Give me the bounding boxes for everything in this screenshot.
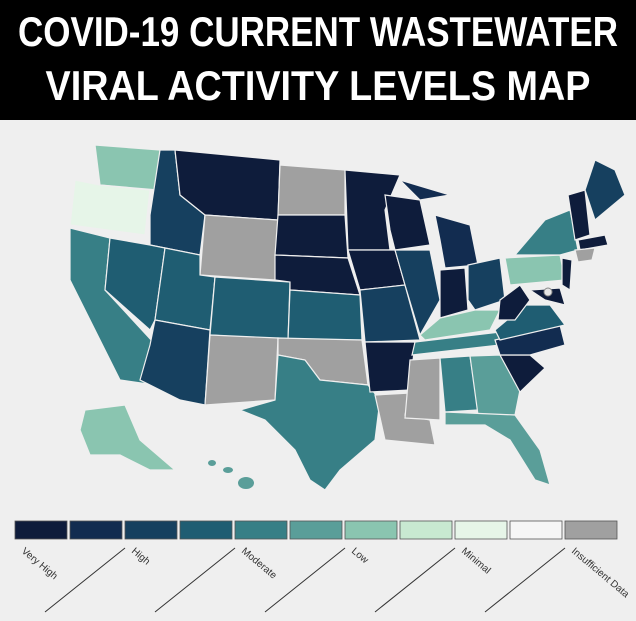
legend-swatch (564, 520, 618, 540)
legend-swatch (289, 520, 343, 540)
legend-divider (264, 547, 346, 613)
state (209, 276, 291, 341)
state (238, 354, 381, 491)
legend-swatch (234, 520, 288, 540)
state (434, 214, 479, 269)
legend-swatch (69, 520, 123, 540)
state (277, 164, 346, 216)
legend-swatch (509, 520, 563, 540)
state (204, 334, 279, 406)
state (504, 254, 566, 286)
state (467, 257, 506, 311)
title-line: COVID-19 CURRENT WASTEWATER (18, 8, 618, 55)
state (287, 289, 363, 341)
state (577, 234, 609, 251)
state (399, 179, 451, 201)
state (444, 411, 551, 486)
island (208, 460, 216, 466)
state (359, 284, 421, 343)
legend-swatch (454, 520, 508, 540)
legend-swatch (399, 520, 453, 540)
legend-divider (374, 547, 456, 613)
legend-divider (44, 547, 126, 613)
island (238, 477, 254, 489)
state (79, 404, 177, 471)
state (404, 357, 441, 421)
us-map (69, 144, 626, 491)
state (584, 159, 626, 222)
state (567, 189, 591, 241)
state (94, 144, 161, 191)
state (574, 247, 596, 263)
title-line: VIRAL ACTIVITY LEVELS MAP (46, 62, 591, 109)
state (69, 179, 151, 236)
legend-swatch (124, 520, 178, 540)
title-band (0, 0, 636, 120)
legend-divider (484, 547, 566, 613)
legend-swatch (14, 520, 68, 540)
island (223, 467, 233, 473)
legend-swatch (344, 520, 398, 540)
state (344, 169, 401, 251)
district (543, 287, 553, 297)
state (497, 284, 531, 321)
state (199, 214, 279, 281)
state (439, 267, 469, 319)
state (394, 249, 441, 337)
state (384, 194, 431, 251)
state (561, 257, 573, 292)
legend-swatch (179, 520, 233, 540)
legend-divider (154, 547, 236, 613)
state (274, 214, 349, 259)
